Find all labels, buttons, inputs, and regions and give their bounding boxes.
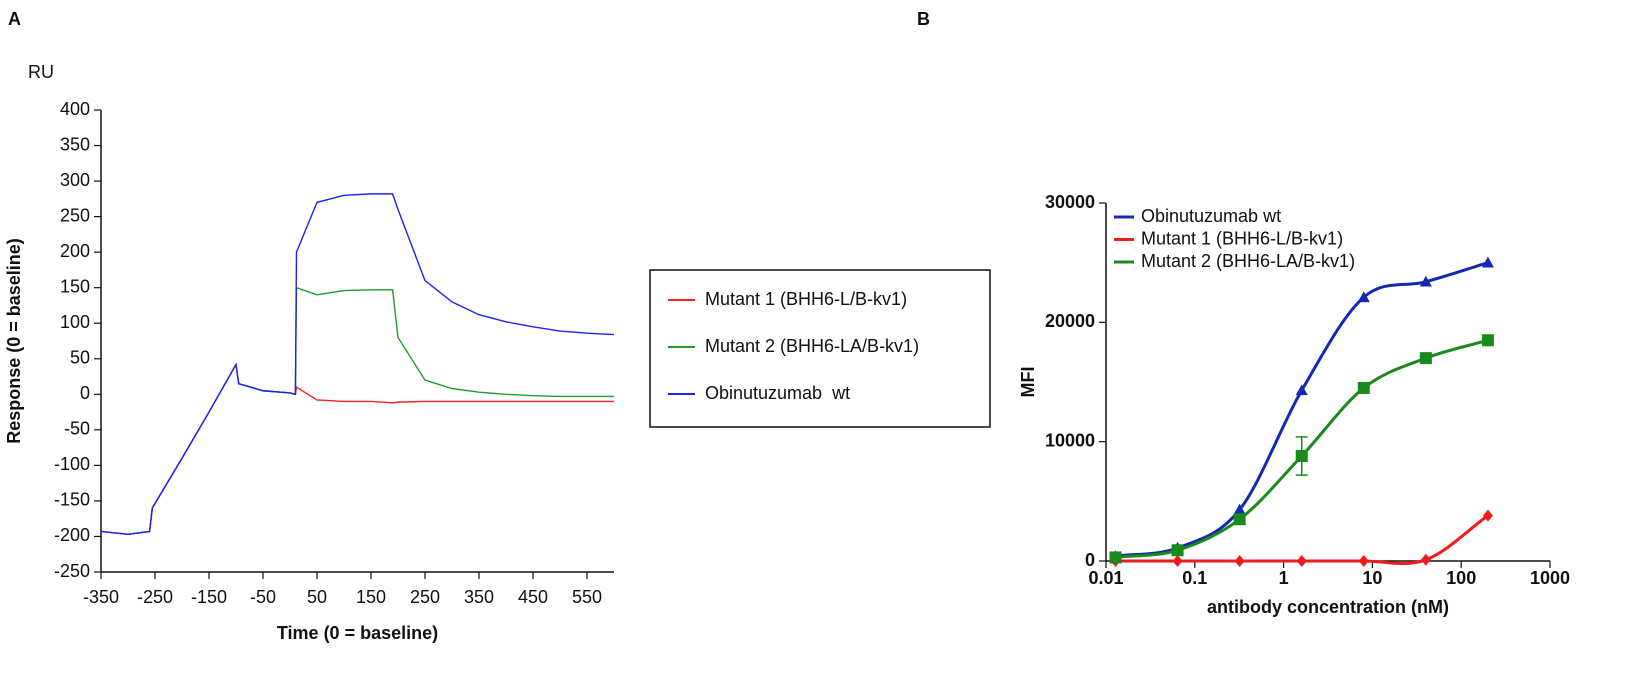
y-axis-label: Response (0 = baseline) bbox=[4, 238, 24, 444]
x-tick-label: 50 bbox=[307, 587, 327, 607]
x-tick-label: 150 bbox=[356, 587, 386, 607]
legend-label: Mutant 1 (BHH6-L/B-kv1) bbox=[1141, 228, 1343, 248]
data-line bbox=[100, 193, 615, 536]
data-line bbox=[100, 286, 614, 536]
legend-label: Obinutuzumab wt bbox=[1141, 206, 1281, 226]
x-tick-label: 1000 bbox=[1530, 568, 1570, 588]
y-tick-label: 200 bbox=[60, 241, 90, 261]
marker bbox=[1234, 555, 1245, 567]
y-tick-label: 20000 bbox=[1045, 311, 1095, 331]
x-tick-label: 1 bbox=[1279, 568, 1289, 588]
data-line bbox=[100, 362, 614, 536]
y-tick-label: 350 bbox=[60, 134, 90, 154]
x-tick-label: 10 bbox=[1362, 568, 1382, 588]
marker bbox=[1233, 513, 1246, 526]
y-tick-label: 10000 bbox=[1045, 430, 1095, 450]
marker bbox=[1109, 551, 1122, 564]
y-tick-label: -100 bbox=[54, 454, 90, 474]
y-tick-label: 250 bbox=[60, 205, 90, 225]
x-tick-label: 550 bbox=[572, 587, 602, 607]
marker bbox=[1481, 334, 1494, 347]
y-tick-label: 300 bbox=[60, 170, 90, 190]
x-axis-label: antibody concentration (nM) bbox=[1207, 597, 1449, 617]
marker bbox=[1357, 381, 1370, 394]
x-tick-label: -150 bbox=[191, 587, 227, 607]
x-tick-label: 450 bbox=[518, 587, 548, 607]
x-tick-label: 100 bbox=[1446, 568, 1476, 588]
y-tick-label: 400 bbox=[60, 99, 90, 119]
legend-label: Mutant 1 (BHH6-L/B-kv1) bbox=[705, 289, 907, 309]
marker bbox=[1481, 256, 1494, 268]
marker bbox=[1358, 555, 1369, 567]
marker bbox=[1419, 275, 1432, 287]
y-tick-label: 150 bbox=[60, 276, 90, 296]
legend-label: Obinutuzumab wt bbox=[705, 383, 850, 403]
y-tick-label: 0 bbox=[1085, 550, 1095, 570]
y-tick-label: 30000 bbox=[1045, 192, 1095, 212]
marker bbox=[1233, 503, 1246, 515]
y-tick-label: -200 bbox=[54, 525, 90, 545]
panel-label: A bbox=[8, 9, 21, 29]
x-tick-label: -50 bbox=[250, 587, 276, 607]
marker bbox=[1172, 555, 1183, 567]
marker bbox=[1419, 352, 1432, 365]
marker bbox=[1295, 449, 1308, 462]
marker bbox=[1171, 544, 1184, 557]
y-axis-label: MFI bbox=[1018, 367, 1038, 398]
y-tick-label: 0 bbox=[80, 383, 90, 403]
x-tick-label: 350 bbox=[464, 587, 494, 607]
legend-label: Mutant 2 (BHH6-LA/B-kv1) bbox=[1141, 251, 1355, 271]
panel-label: B bbox=[917, 9, 930, 29]
fit-curve bbox=[1115, 261, 1489, 558]
y-tick-label: -150 bbox=[54, 490, 90, 510]
y-tick-label: -250 bbox=[54, 561, 90, 581]
x-axis-label: Time (0 = baseline) bbox=[277, 623, 438, 643]
x-tick-label: 250 bbox=[410, 587, 440, 607]
x-tick-label: -350 bbox=[83, 587, 119, 607]
legend-label: Mutant 2 (BHH6-LA/B-kv1) bbox=[705, 336, 919, 356]
marker bbox=[1420, 553, 1431, 566]
y-tick-label: 100 bbox=[60, 312, 90, 332]
marker bbox=[1295, 384, 1308, 396]
marker bbox=[1357, 291, 1370, 303]
y-tick-label: -50 bbox=[64, 419, 90, 439]
legend-box bbox=[649, 269, 991, 428]
marker bbox=[1296, 555, 1307, 567]
unit-label: RU bbox=[28, 62, 54, 82]
x-tick-label: 0.01 bbox=[1088, 568, 1123, 588]
y-tick-label: 50 bbox=[70, 348, 90, 368]
marker bbox=[1482, 509, 1493, 522]
x-tick-label: 0.1 bbox=[1182, 568, 1207, 588]
x-tick-label: -250 bbox=[137, 587, 173, 607]
